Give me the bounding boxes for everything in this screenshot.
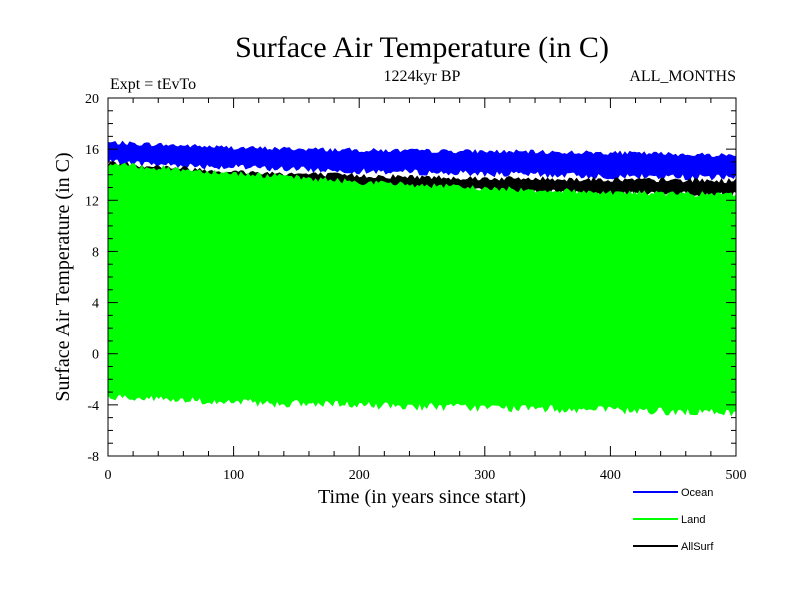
y-tick-label: 0 [92,348,99,363]
legend: Ocean Land AllSurf [633,487,714,553]
x-axis-label: Time (in years since start) [318,486,526,508]
y-tick-label: 8 [92,245,99,260]
series-bands [107,140,737,417]
x-tick-label: 100 [223,468,244,483]
x-tick-label: 400 [600,468,621,483]
x-tick-label: 200 [349,468,370,483]
chart-subtitle: 1224kyr BP [384,68,461,85]
x-tick-label: 300 [474,468,495,483]
y-tick-label: 20 [85,92,99,107]
x-tick-label: 500 [726,468,747,483]
months-label: ALL_MONTHS [629,68,736,85]
y-tick-label: -4 [87,399,99,414]
y-tick-label: 4 [92,297,99,312]
y-tick-label: 16 [85,143,99,158]
legend-label-allsurf: AllSurf [681,541,714,553]
y-tick-label: 12 [85,194,99,209]
chart-title: Surface Air Temperature (in C) [235,31,609,64]
legend-label-ocean: Ocean [681,487,713,499]
y-axis-label: Surface Air Temperature (in C) [52,152,74,401]
y-tick-label: -8 [87,450,99,465]
x-tick-label: 0 [105,468,112,483]
series-band-land [107,162,737,417]
experiment-label: Expt = tEvTo [110,76,196,93]
legend-label-land: Land [681,514,705,526]
